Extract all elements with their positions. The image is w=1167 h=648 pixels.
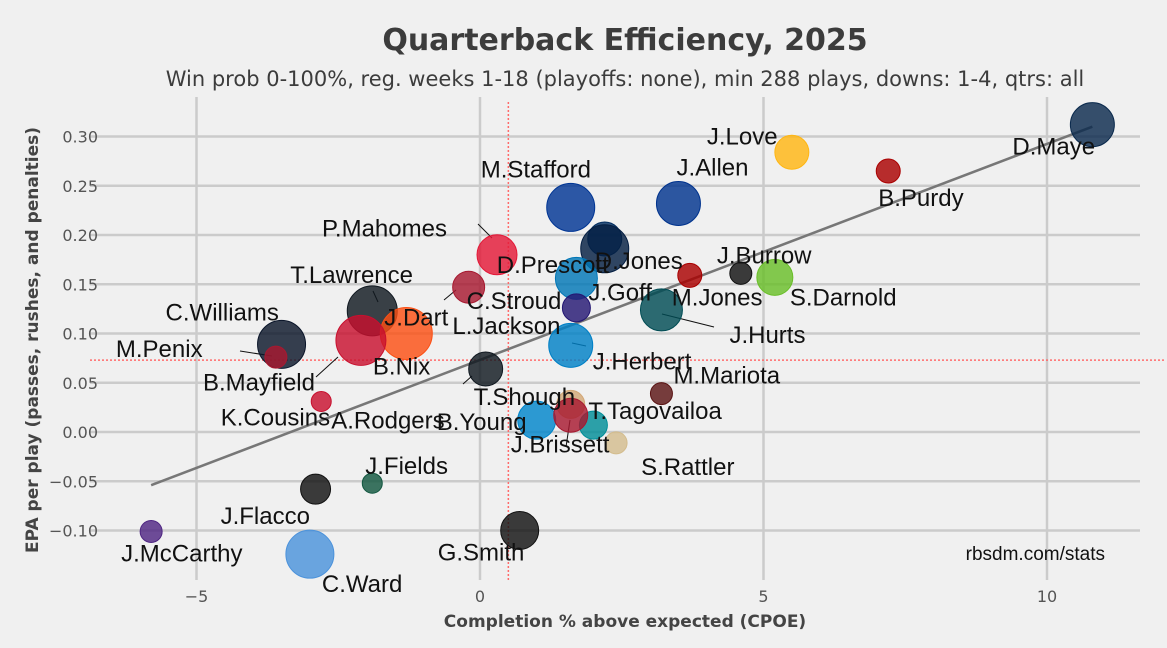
y-tick-label: 0.00 (62, 423, 98, 442)
point-label: L.Jackson (452, 313, 560, 340)
chart-title: Quarterback Efficiency, 2025 (382, 23, 867, 58)
chart-subtitle: Win prob 0-100%, reg. weeks 1-18 (playof… (166, 67, 1085, 91)
data-point (546, 182, 596, 232)
data-point (500, 511, 540, 550)
point-label: J.Goff (588, 279, 652, 306)
point-label: C.Stroud (467, 288, 562, 315)
point-label: M.Mariota (673, 363, 780, 390)
point-label: P.Mahomes (322, 216, 447, 243)
point-label: J.Dart (384, 305, 448, 332)
y-tick-label: −0.10 (49, 522, 98, 541)
x-tick-label: 10 (1037, 587, 1057, 606)
point-label: S.Darnold (790, 284, 897, 311)
point-label: S.Rattler (641, 454, 734, 481)
credit-text: rbsdm.com/stats (966, 544, 1105, 565)
data-point (729, 261, 753, 285)
point-label: A.Rodgers (331, 407, 444, 434)
point-label: J.Brissett (511, 431, 610, 458)
y-tick-label: 0.05 (62, 374, 98, 393)
data-point (548, 322, 594, 368)
data-point (361, 472, 383, 494)
data-point (553, 397, 589, 433)
data-point (139, 519, 163, 543)
point-label: T.Shough (474, 384, 575, 411)
data-point (561, 293, 591, 323)
data-point (335, 314, 387, 366)
x-tick-label: 5 (758, 587, 768, 606)
point-label: K.Cousins (221, 404, 330, 431)
point-label: T.Tagovailoa (588, 398, 722, 425)
point-label: T.Lawrence (290, 262, 413, 289)
data-point (476, 234, 518, 276)
point-label: M.Penix (116, 336, 203, 363)
y-tick-label: 0.10 (62, 325, 98, 344)
point-label: J.Love (707, 123, 778, 150)
data-points (139, 102, 1115, 579)
data-point (649, 382, 673, 406)
point-label: J.Flacco (221, 503, 310, 530)
data-point (264, 345, 288, 369)
point-label: J.McCarthy (121, 540, 242, 567)
data-point (677, 262, 703, 288)
data-point (604, 431, 628, 455)
point-label: M.Stafford (481, 156, 591, 183)
y-tick-label: −0.05 (49, 472, 98, 491)
point-label: C.Williams (166, 299, 279, 326)
label-leader-line (315, 356, 339, 378)
y-axis-title: EPA per play (passes, rushes, and penalt… (23, 127, 43, 553)
data-point (756, 258, 794, 296)
x-tick-label: 0 (475, 587, 485, 606)
point-label: D.Jones (595, 248, 683, 275)
point-label: J.Hurts (729, 322, 805, 349)
y-tick-label: 0.25 (62, 177, 98, 196)
point-label: J.Allen (676, 154, 748, 181)
point-label: D.Maye (1012, 134, 1095, 161)
data-point (580, 224, 630, 274)
point-label: B.Purdy (878, 185, 963, 212)
data-point (639, 288, 683, 332)
data-point (452, 270, 486, 304)
point-label: J.Burrow (717, 242, 812, 269)
tick-labels: −5 0 5 10 −0.10 −0.05 0.00 0.05 0.10 0.15 0.20 0.25… (49, 128, 1057, 607)
data-point (285, 529, 335, 579)
data-point (774, 134, 810, 170)
y-tick-label: 0.15 (62, 275, 98, 294)
point-label: B.Young (437, 409, 527, 436)
data-point (1069, 102, 1115, 148)
y-tick-label: 0.30 (62, 128, 98, 147)
point-label: B.Nix (373, 353, 430, 380)
point-label: D.Prescott (497, 252, 609, 279)
trend-line (150, 125, 1093, 487)
point-label: B.Mayfield (203, 370, 315, 397)
x-axis-title: Completion % above expected (CPOE) (444, 612, 806, 632)
reference-lines (90, 102, 1165, 580)
data-point (875, 158, 901, 184)
point-labels: D.Maye J.Love B.Purdy M.Stafford J.Allen D.Jo… (116, 123, 1095, 598)
point-label: J.Herbert (593, 348, 692, 375)
point-label: G.Smith (438, 540, 525, 567)
data-point (468, 351, 504, 387)
data-point (310, 390, 332, 412)
point-label: C.Ward (322, 571, 402, 598)
y-tick-label: 0.20 (62, 226, 98, 245)
point-label: J.Fields (365, 453, 448, 480)
data-point (655, 180, 701, 226)
data-point (300, 473, 332, 505)
point-label: M.Jones (672, 284, 763, 311)
x-tick-label: −5 (185, 587, 209, 606)
